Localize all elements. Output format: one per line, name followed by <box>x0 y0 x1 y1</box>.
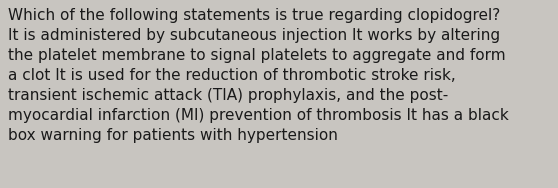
Text: Which of the following statements is true regarding clopidogrel?
It is administe: Which of the following statements is tru… <box>8 8 509 143</box>
